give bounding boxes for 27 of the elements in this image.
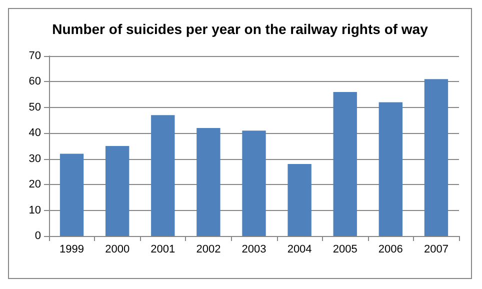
y-tick-label: 60 bbox=[28, 76, 41, 88]
y-tick-label: 30 bbox=[28, 152, 41, 165]
y-tick-label: 70 bbox=[28, 50, 41, 62]
bar bbox=[151, 115, 175, 236]
bar bbox=[333, 92, 357, 236]
bar bbox=[424, 79, 448, 236]
y-tick-label: 40 bbox=[28, 127, 41, 140]
bar bbox=[105, 146, 130, 236]
x-tick-label: 2003 bbox=[242, 244, 266, 256]
bar bbox=[196, 128, 220, 236]
bar bbox=[288, 164, 312, 236]
x-tick-label: 2001 bbox=[150, 244, 176, 256]
x-tick-label: 2007 bbox=[424, 244, 448, 256]
y-tick-label: 0 bbox=[34, 230, 41, 242]
bar bbox=[378, 102, 403, 236]
x-tick-label: 2005 bbox=[332, 244, 358, 256]
bar bbox=[242, 130, 266, 236]
chart-title: Number of suicides per year on the railway rights of way bbox=[52, 21, 428, 37]
bar bbox=[60, 154, 84, 236]
x-tick-label: 2002 bbox=[196, 244, 221, 256]
y-tick-label: 50 bbox=[28, 101, 41, 114]
y-tick-label: 20 bbox=[28, 178, 41, 191]
x-tick-label: 2004 bbox=[287, 244, 312, 256]
y-tick-label: 10 bbox=[28, 204, 41, 216]
x-tick-label: 2006 bbox=[378, 244, 403, 256]
x-tick-label: 2000 bbox=[105, 244, 130, 256]
x-tick-label: 1999 bbox=[60, 244, 84, 256]
